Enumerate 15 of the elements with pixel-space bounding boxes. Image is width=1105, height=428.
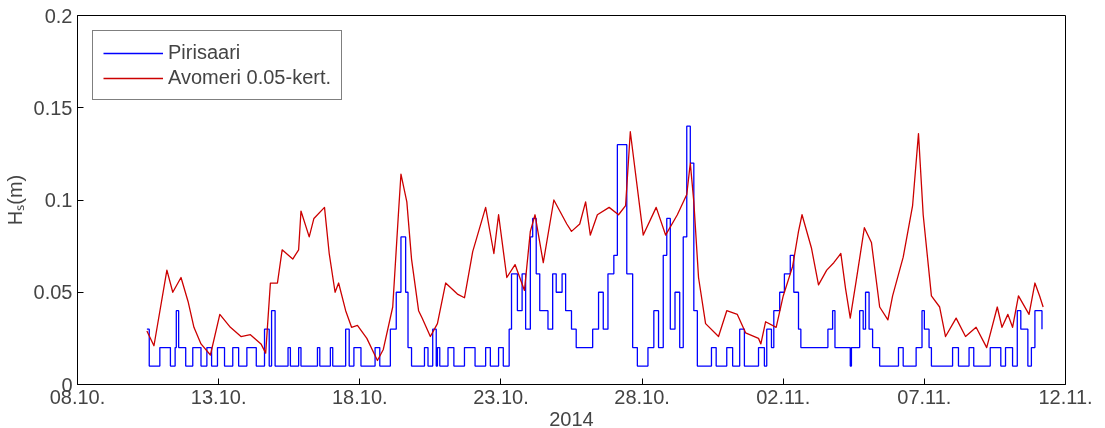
y-tick-label: 0.2 [44, 4, 73, 27]
legend-label: Pirisaari [168, 41, 241, 64]
y-axis-title: Hₛ(m) [3, 174, 26, 226]
x-tick-label: 02.11. [756, 385, 811, 408]
x-tick-label: 07.11. [897, 385, 952, 408]
x-tick-label: 28.10. [614, 385, 670, 408]
x-tick-label: 12.11. [1038, 385, 1093, 408]
x-tick-label: 23.10. [473, 385, 529, 408]
x-tick-label: 18.10. [331, 385, 388, 408]
y-tick-label: 0.15 [33, 96, 73, 119]
y-tick-label: 0.1 [44, 189, 73, 211]
legend-label: Avomeri 0.05-kert. [168, 66, 332, 89]
x-axis-title: 2014 [549, 407, 594, 428]
x-tick-label: 13.10. [190, 385, 247, 408]
y-tick-label: 0.05 [33, 281, 73, 304]
